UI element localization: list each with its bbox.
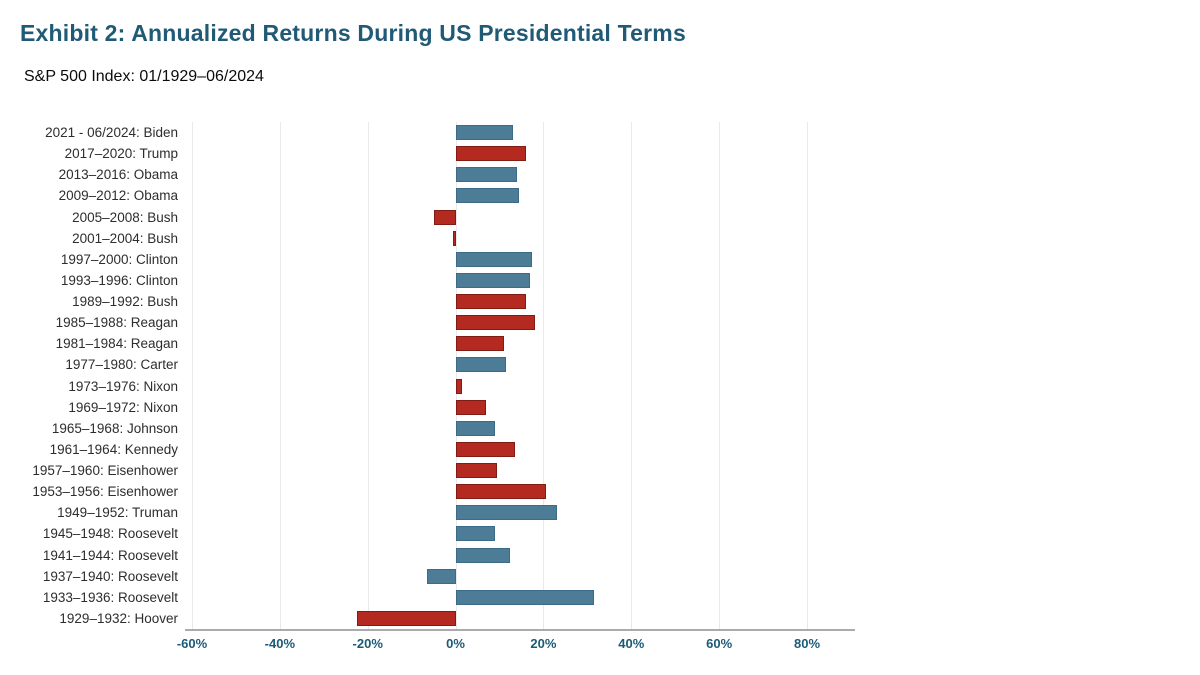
category-label: 1985–1988: Reagan — [55, 315, 178, 331]
category-labels-column: 2021 - 06/2024: Biden 2017–2020: Trump 201… — [0, 122, 178, 629]
category-label: 2001–2004: Bush — [72, 230, 178, 246]
bar — [455, 188, 520, 204]
gridline — [192, 122, 193, 629]
category-label: 1993–1996: Clinton — [60, 272, 178, 288]
bar — [455, 336, 504, 352]
category-label: 1977–1980: Carter — [65, 357, 178, 373]
category-label: 1929–1932: Hoover — [59, 610, 178, 626]
category-label: 1961–1964: Kennedy — [49, 441, 178, 457]
x-tick-label: 60% — [706, 636, 733, 651]
plot-area — [185, 122, 855, 631]
x-tick-label: 40% — [618, 636, 645, 651]
category-label: 1969–1972: Nixon — [68, 399, 178, 415]
bar — [433, 209, 456, 225]
bar — [455, 167, 518, 183]
bar — [455, 441, 515, 457]
bar — [455, 146, 526, 162]
category-label: 1945–1948: Roosevelt — [42, 526, 178, 542]
bar — [455, 272, 531, 288]
category-label: 2021 - 06/2024: Biden — [45, 125, 178, 140]
bar — [455, 589, 594, 605]
category-label: 1937–1940: Roosevelt — [42, 568, 178, 584]
category-label: 1973–1976: Nixon — [68, 378, 178, 394]
bar — [455, 251, 533, 267]
bar — [455, 399, 487, 415]
x-axis: -60% -40% -20% 0% 20% 40% 60% 80% — [177, 636, 855, 656]
bar — [455, 547, 511, 563]
gridline — [367, 122, 369, 629]
bar — [455, 484, 546, 500]
chart-subtitle: S&P 500 Index: 01/1929–06/2024 — [24, 68, 264, 85]
x-tick-label: 0% — [446, 636, 465, 651]
bar — [455, 463, 498, 479]
bar — [455, 420, 496, 436]
bar — [455, 294, 526, 310]
category-label: 1949–1952: Truman — [57, 505, 178, 521]
category-label: 1997–2000: Clinton — [60, 251, 178, 267]
category-label: 1953–1956: Eisenhower — [32, 484, 178, 500]
bar — [455, 315, 535, 331]
category-label: 2009–2012: Obama — [58, 188, 178, 204]
gridline — [455, 122, 457, 629]
bar — [356, 610, 456, 626]
bar — [427, 568, 456, 584]
category-label: 1989–1992: Bush — [72, 294, 178, 309]
x-tick-label: 20% — [530, 636, 557, 651]
x-tick-label: -20% — [352, 636, 383, 651]
category-label: 1957–1960: Eisenhower — [32, 463, 178, 478]
category-label: 2005–2008: Bush — [72, 209, 178, 225]
x-tick-label: -40% — [264, 636, 296, 651]
x-tick-label: -60% — [176, 636, 208, 651]
bar — [455, 125, 513, 141]
bar — [455, 357, 507, 373]
gridline — [631, 122, 633, 629]
category-label: 1933–1936: Roosevelt — [42, 589, 178, 605]
gridline — [807, 122, 808, 629]
x-tick-label: 80% — [793, 636, 821, 651]
bar — [455, 378, 463, 394]
category-label: 2017–2020: Trump — [64, 146, 178, 162]
gridline — [279, 122, 281, 629]
category-label: 1965–1968: Johnson — [51, 420, 178, 436]
gridline — [543, 122, 545, 629]
bar — [455, 526, 496, 542]
category-label: 2013–2016: Obama — [58, 167, 178, 183]
bar — [455, 505, 557, 521]
category-label: 1981–1984: Reagan — [55, 336, 178, 352]
category-label: 1941–1944: Roosevelt — [42, 547, 178, 563]
gridline — [719, 122, 721, 629]
page-title: Exhibit 2: Annualized Returns During US … — [20, 20, 686, 46]
bar — [453, 230, 456, 246]
